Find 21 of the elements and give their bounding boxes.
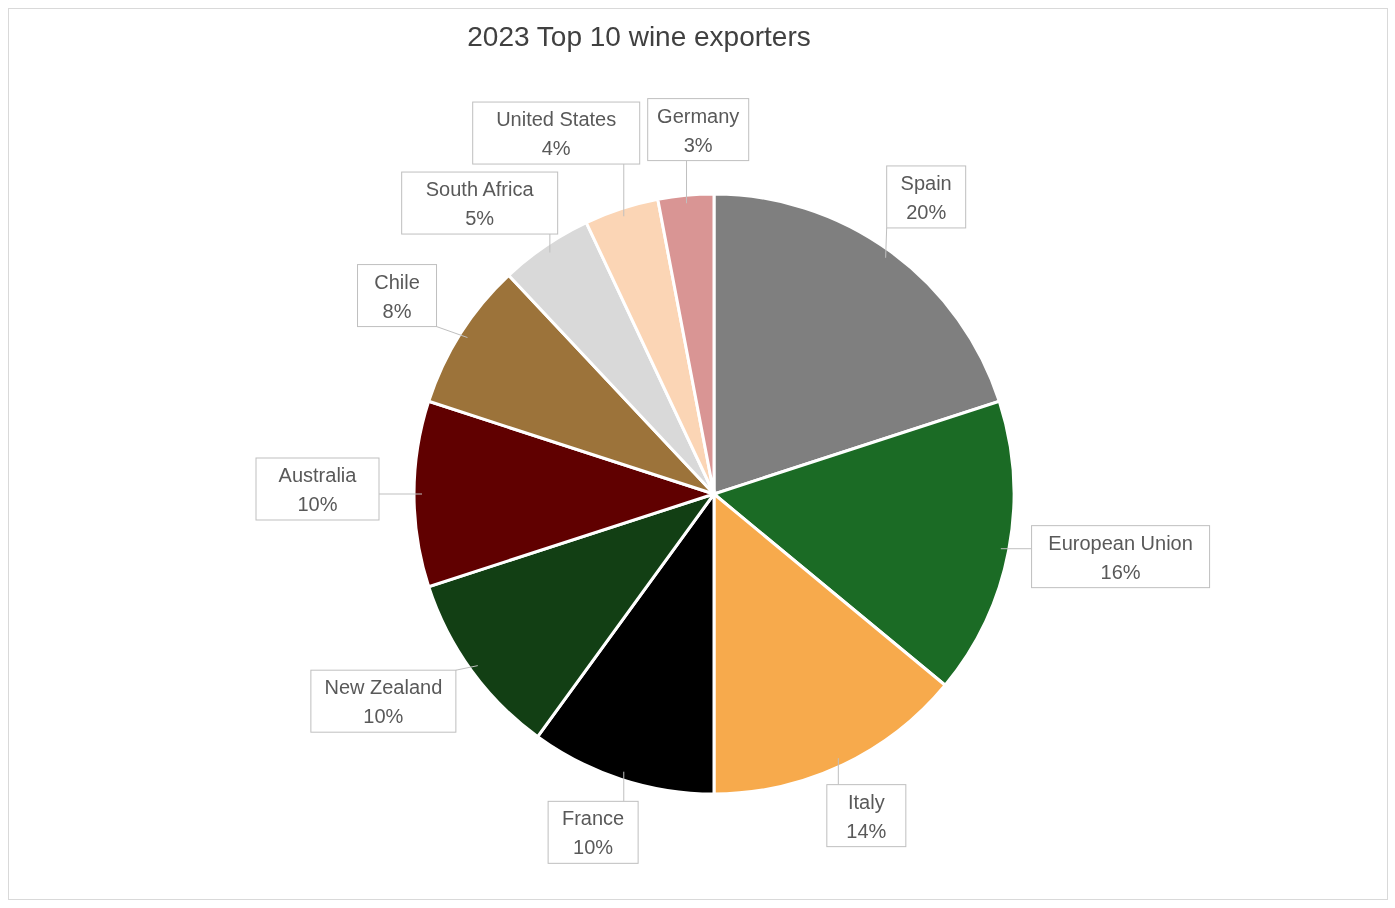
chart-title: 2023 Top 10 wine exporters xyxy=(466,21,812,53)
data-label: 8% xyxy=(382,299,412,322)
data-label: 16% xyxy=(1100,560,1141,583)
data-label: 14% xyxy=(846,819,887,842)
slice-label: Australia xyxy=(278,464,358,486)
data-label: 10% xyxy=(573,836,614,859)
data-label: 3% xyxy=(683,133,713,156)
slice-label: Spain xyxy=(900,171,952,194)
data-label: 5% xyxy=(465,207,495,230)
data-label: 20% xyxy=(906,200,947,223)
slice-label: South Africa xyxy=(425,178,535,201)
slice-label: Germany xyxy=(657,104,740,127)
data-label: 4% xyxy=(541,137,571,160)
slice-label: Italy xyxy=(847,790,885,813)
slice-label: United States xyxy=(496,108,617,131)
data-label: 10% xyxy=(363,705,404,728)
slice-label: New Zealand xyxy=(324,676,443,699)
slice-label: European Union xyxy=(1048,531,1193,554)
data-label: 10% xyxy=(297,493,338,515)
slice-label: Chile xyxy=(374,270,420,293)
slice-label: France xyxy=(561,807,625,830)
